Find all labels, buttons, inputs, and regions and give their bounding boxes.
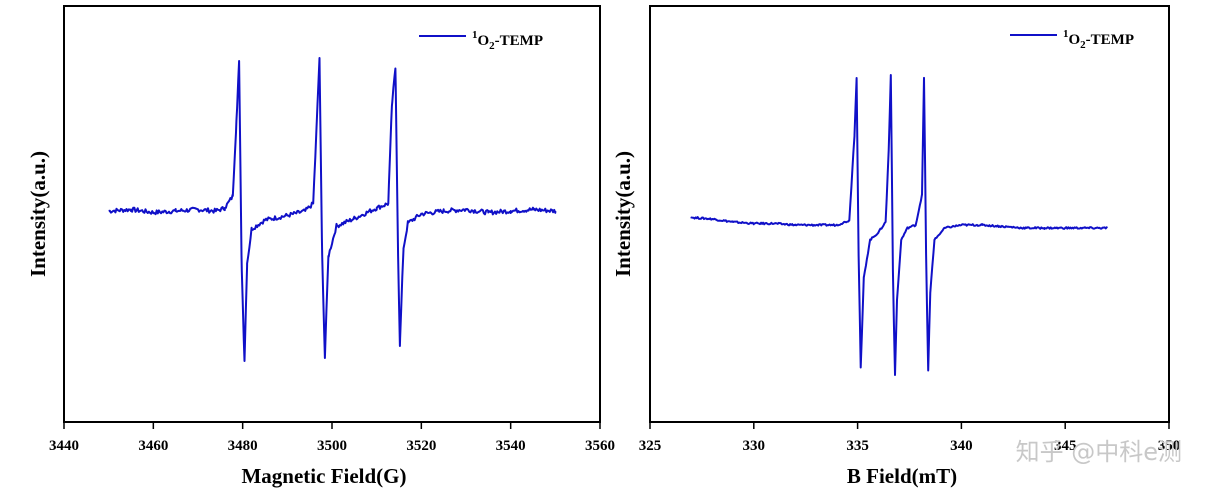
x-tick-label-right: 340 [950,438,973,454]
legend-label-right: 1O2-TEMP [1063,28,1134,51]
y-axis-title-left: Intensity(a.u.) [26,151,50,277]
x-tick-label-left: 3540 [496,438,526,454]
x-axis-ticks-left: 3440 3460 3480 3500 3520 3540 3560 [49,422,615,454]
series-line-left [109,58,556,361]
x-tick-label-left: 3480 [228,438,258,454]
y-axis-title-right: Intensity(a.u.) [611,151,635,277]
x-tick-label-left: 3440 [49,438,79,454]
legend-right: 1O2-TEMP [1010,28,1134,51]
eprchart-figure: 3440 3460 3480 3500 3520 3540 3560 1O2-TEMP Ma… [0,0,1207,500]
plot-frame-right [650,6,1169,422]
x-tick-label-left: 3500 [317,438,347,454]
x-tick-label-right: 335 [846,438,869,454]
legend-base-left: O [478,33,490,49]
legend-rest-left: -TEMP [495,33,543,49]
series-line-right [692,75,1107,375]
chart-left: 3440 3460 3480 3500 3520 3540 3560 1O2-TEMP Ma… [26,6,615,488]
legend-base-right: O [1069,32,1081,48]
x-tick-label-right: 325 [639,438,662,454]
legend-rest-right: -TEMP [1086,32,1134,48]
chart-right: 325 330 335 340 345 350 1O2-TEMP B Field(mT) … [611,6,1180,488]
legend-left: 1O2-TEMP [419,29,543,52]
legend-label-left: 1O2-TEMP [472,29,543,52]
x-tick-label-left: 3560 [585,438,615,454]
watermark-text: 知乎 @中科e测 [1016,438,1182,466]
x-axis-title-left: Magnetic Field(G) [241,464,406,488]
x-tick-label-left: 3460 [138,438,168,454]
x-tick-label-right: 330 [743,438,766,454]
x-tick-label-left: 3520 [406,438,436,454]
x-axis-title-right: B Field(mT) [847,464,957,488]
plot-frame-left [64,6,600,422]
